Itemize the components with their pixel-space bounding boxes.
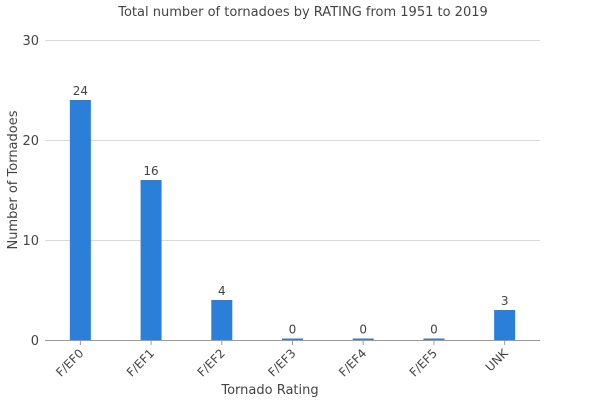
- y-axis-title: Number of Tornadoes: [6, 110, 21, 249]
- x-tick-label: F/EF3: [265, 346, 298, 379]
- data-labels: 24 16 4 0 0 0 3: [73, 84, 509, 337]
- bar-unk: [494, 310, 516, 340]
- y-tick-label: 0: [31, 334, 39, 349]
- x-axis-ticks: F/EF0 F/EF1 F/EF2 F/EF3 F/EF4 F/EF5 UNK: [53, 340, 512, 380]
- bar-f-ef0: [69, 100, 91, 340]
- x-tick-label: UNK: [483, 345, 512, 374]
- data-label: 4: [218, 284, 226, 298]
- x-axis-title: Tornado Rating: [220, 383, 318, 398]
- y-tick-label: 20: [22, 134, 39, 149]
- data-label: 3: [501, 294, 509, 308]
- x-tick-label: F/EF0: [53, 346, 86, 379]
- bar-f-ef1: [140, 180, 162, 340]
- y-axis-ticks: 0 10 20 30: [22, 34, 39, 349]
- bar-f-ef5: [423, 338, 445, 340]
- chart-title: Total number of tornadoes by RATING from…: [117, 5, 488, 20]
- data-label: 0: [430, 323, 438, 337]
- bar-f-ef3: [282, 338, 303, 340]
- y-tick-label: 30: [22, 34, 39, 49]
- x-tick-label: F/EF4: [336, 346, 369, 379]
- bar-f-ef2: [211, 300, 233, 340]
- x-tick-label: F/EF1: [124, 346, 157, 379]
- bars: [69, 100, 516, 340]
- gridlines: [45, 40, 540, 241]
- data-label: 24: [73, 84, 88, 98]
- bar-f-ef4: [352, 338, 374, 340]
- data-label: 16: [143, 164, 158, 178]
- x-tick-label: F/EF2: [195, 346, 228, 379]
- data-label: 0: [289, 323, 297, 337]
- data-label: 0: [359, 323, 367, 337]
- x-tick-label: F/EF5: [407, 346, 440, 379]
- y-tick-label: 10: [22, 234, 39, 249]
